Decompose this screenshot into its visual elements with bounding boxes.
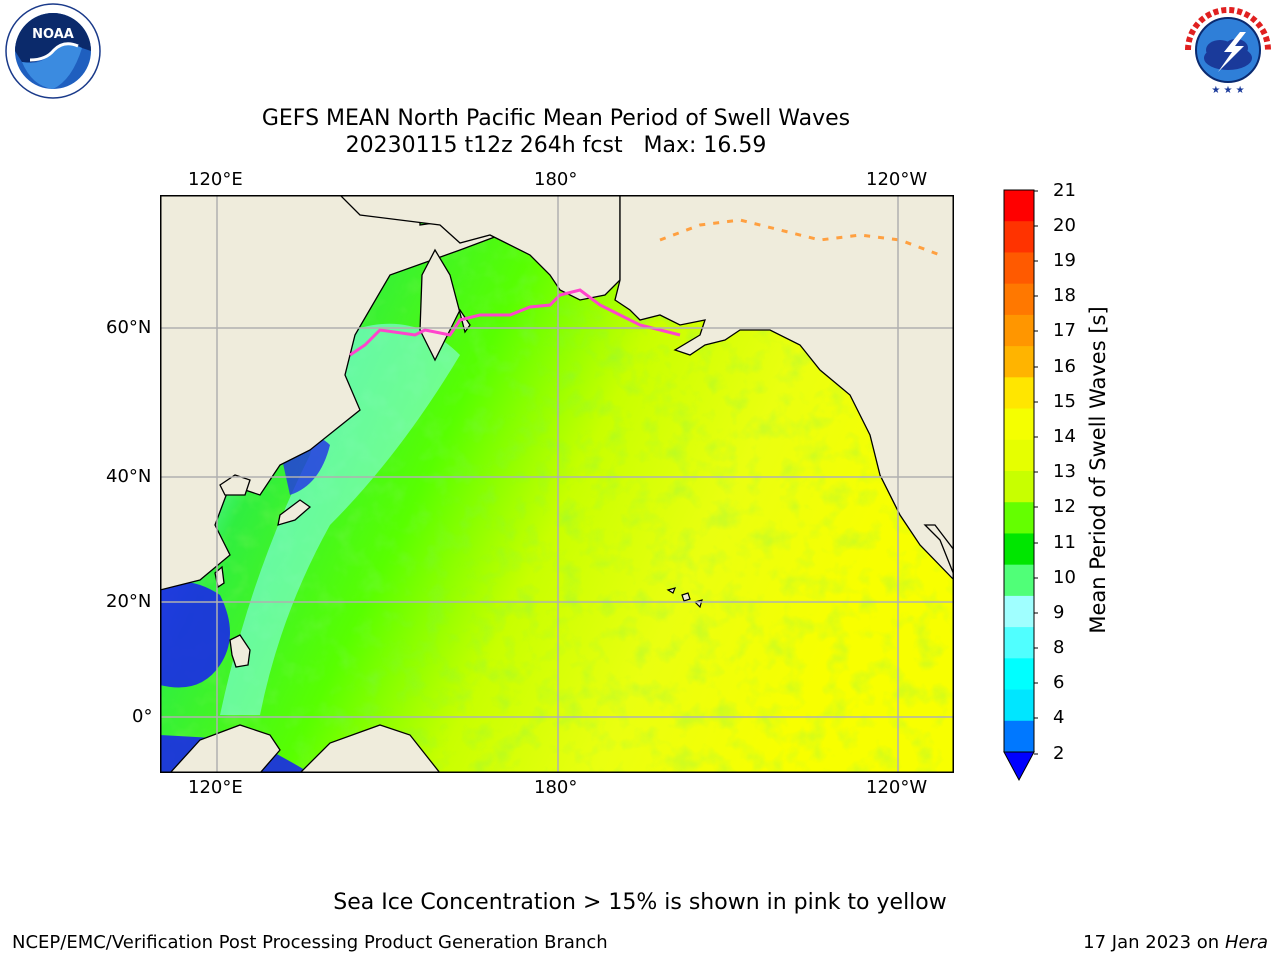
noaa-logo: NOAA [5,3,101,99]
bottom-tick-180: 180° [534,777,578,798]
left-tick-20n: 20°N [106,591,152,612]
land-philippines [229,634,251,668]
map-subtitle: 20230115 t12z 264h fcst Max: 16.59 [345,133,767,158]
south-china-sea-low [160,581,230,688]
colorbar-tick-label: 8 [1053,637,1065,658]
colorbar-segment [1004,720,1034,753]
land-hawaii [666,587,703,609]
colorbar-tick-label: 21 [1053,180,1076,201]
land-baja [923,524,954,576]
colorbar-segment [1004,502,1034,534]
colorbar-tick-label: 19 [1053,250,1076,271]
bottom-tick-120e: 120°E [188,777,243,798]
credit-branch: NCEP/EMC/Verification Post Processing Pr… [12,932,608,953]
colorbar-tick-label: 6 [1053,672,1065,693]
land-japan [277,499,312,526]
colorbar-tick-label: 16 [1053,356,1076,377]
colorbar-tick-label: 15 [1053,391,1076,412]
colorbar-segment [1004,190,1034,222]
sea-ice-edge [349,288,681,357]
credit-date: 17 Jan 2023 on Hera [1083,932,1268,953]
colorbar-segment [1004,533,1034,566]
top-tick-120e: 120°E [188,169,243,190]
sea-ice-arctic [659,218,941,257]
left-tick-0: 0° [132,706,153,727]
colorbar-segment [1004,252,1034,285]
noaa-logo-text: NOAA [32,27,74,42]
bottom-tick-120w: 120°W [866,777,928,798]
colorbar-segment [1004,221,1034,253]
nws-logo: ★ ★ ★ [1182,4,1274,96]
colorbar-tick-label: 4 [1053,707,1065,728]
colorbar-extend-triangle [1003,751,1035,782]
top-tick-180: 180° [534,169,578,190]
colorbar-segment [1004,658,1034,691]
swell-period-map [160,195,954,773]
colorbar-tick-label: 12 [1053,496,1076,517]
graticule [160,195,954,773]
colorbar-tick-label: 18 [1053,285,1076,306]
colorbar-segment [1004,564,1034,597]
top-tick-120w: 120°W [866,169,928,190]
colorbar-segment [1004,689,1034,722]
colorbar-tick-label: 14 [1053,426,1076,447]
cyan-swell-band [220,323,460,715]
left-tick-40n: 40°N [106,466,152,487]
colorbar-segment [1004,595,1034,628]
colorbar-tick-label: 2 [1053,743,1065,764]
colorbar-tick-label: 17 [1053,320,1076,341]
colorbar-tick-label: 13 [1053,461,1076,482]
land-north-america [614,195,954,581]
map-frame [160,195,954,773]
colorbar [1003,189,1038,782]
colorbar-tick-label: 10 [1053,567,1076,588]
left-tick-60n: 60°N [106,317,152,338]
colorbar-tick-label: 20 [1053,215,1076,236]
colorbar-frame [1003,189,1035,753]
colorbar-segment [1004,408,1034,441]
sea-ice-note: Sea Ice Concentration > 15% is shown in … [333,890,947,915]
colorbar-segment [1004,439,1034,472]
land-maritime-se-asia [169,724,441,773]
colorbar-segment [1004,627,1034,659]
credit-machine: Hera [1224,932,1268,953]
colorbar-segment [1004,314,1034,347]
colorbar-tick-label: 11 [1053,532,1076,553]
colorbar-segment [1004,346,1034,378]
colorbar-segment [1004,377,1034,410]
colorbar-segment [1004,471,1034,503]
map-title: GEFS MEAN North Pacific Mean Period of S… [261,106,851,131]
colorbar-segment [1004,283,1034,316]
colorbar-tick-label: 9 [1053,602,1065,623]
svg-text:★ ★ ★: ★ ★ ★ [1211,85,1244,96]
colorbar-label: Mean Period of Swell Waves [s] [1086,306,1110,634]
credit-date-text: 17 Jan 2023 on [1083,932,1225,953]
